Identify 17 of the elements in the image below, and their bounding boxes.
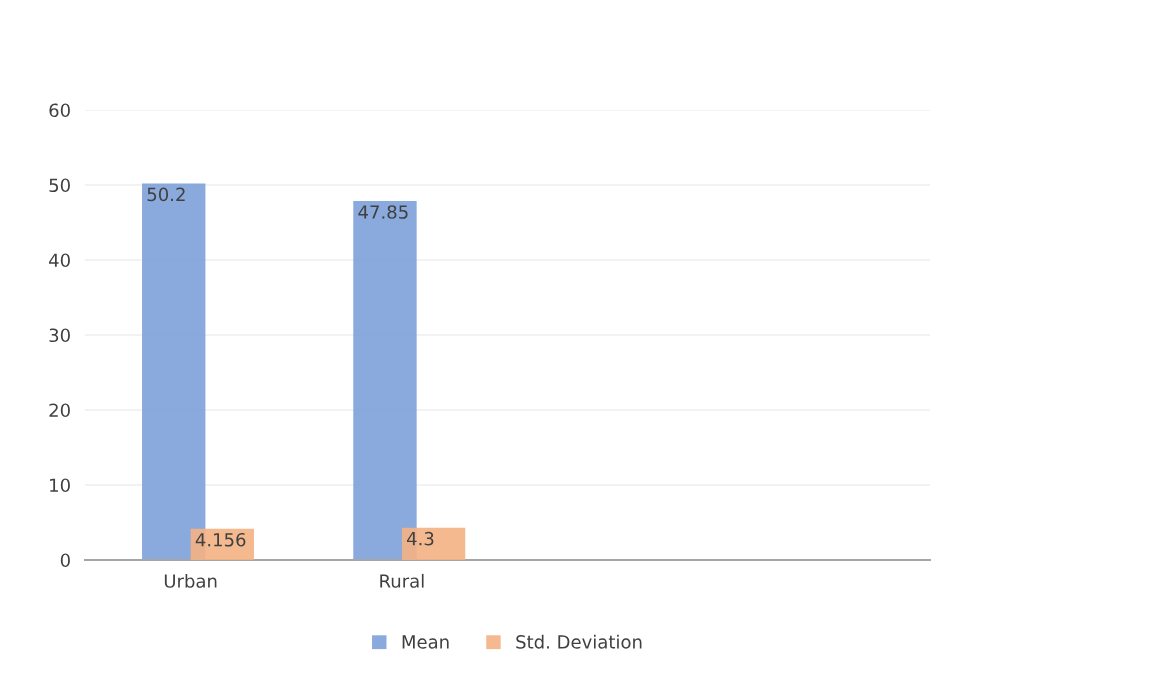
data-label: 47.85 [358, 205, 408, 219]
legend-label: Std. Deviation [516, 634, 642, 649]
data-label: 4.3 [406, 531, 434, 546]
data-label: 4.156 [195, 532, 246, 547]
legend-label: Mean [402, 635, 449, 649]
y-tick-label: 30 [49, 328, 70, 343]
y-tick-label: 10 [50, 478, 70, 493]
data-label: 50.2 [147, 187, 185, 202]
y-tick-label: 60 [49, 103, 70, 118]
bar [190, 528, 254, 560]
y-tick-label: 50 [49, 178, 70, 193]
x-tick-label: Rural [380, 573, 424, 588]
y-tick-label: 0 [60, 553, 70, 568]
x-tick-label: Urban [164, 573, 217, 588]
y-tick-label: 40 [49, 253, 70, 268]
y-tick-label: 20 [49, 403, 70, 418]
bar [401, 527, 466, 560]
